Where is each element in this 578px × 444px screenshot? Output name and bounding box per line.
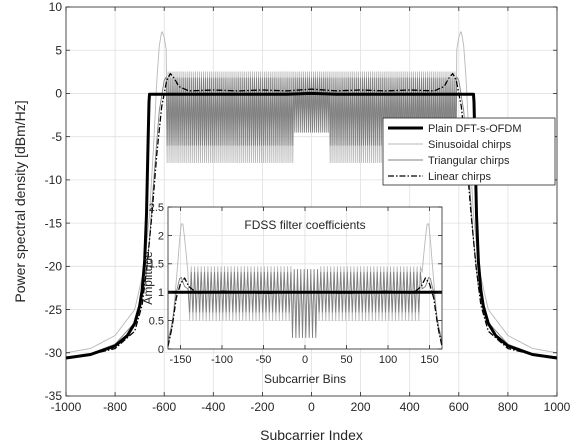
inset-title: FDSS filter coefficients [244,218,365,232]
main-x-tick-label: 1000 [544,400,571,414]
main-x-axis-title: Subcarrier Index [260,427,363,443]
main-y-tick-label: -20 [45,260,63,274]
main-y-tick-label: -25 [45,303,63,317]
main-x-tick-label: 0 [308,400,315,414]
legend: Plain DFT-s-OFDM Sinusoidal chirps Triangu… [382,117,556,186]
main-y-tick-label: -15 [45,216,63,230]
main-x-tick-label: 200 [351,400,371,414]
inset-x-tick-label: 150 [420,354,438,366]
inset-x-tick-label: -150 [169,354,191,366]
main-x-tick-label: 800 [498,400,518,414]
inset-y-tick-label: 0 [158,344,164,356]
main-x-tick-label: 600 [449,400,469,414]
inset-y-tick-label: 1.5 [149,259,164,271]
main-series-linear-chirps [65,72,558,358]
inset-x-tick-label: 100 [379,354,397,366]
inset-plot: -150 -100 -50 0 50 100 150 0 0.5 1 1.5 2 2.5 FDSS fil… [141,202,443,386]
main-y-tick-label: 10 [49,0,63,14]
main-y-tick-label: -10 [45,173,63,187]
main-x-tick-label: -600 [152,400,176,414]
inset-x-tick-label: -50 [256,354,272,366]
inset-y-tick-label: 1 [158,287,164,299]
main-x-tick-label: 400 [400,400,420,414]
main-x-tick-label: -800 [103,400,127,414]
main-y-axis-title: Power spectral density [dBm/Hz] [12,100,28,302]
main-series-plain-dft-s-ofdm [65,91,558,360]
inset-y-tick-label: 0.5 [149,315,164,327]
inset-y-tick-label: 2 [158,230,164,242]
legend-label: Triangular chirps [428,155,510,167]
legend-label: Linear chirps [428,171,491,183]
main-series-sinusoidal-chirps [65,31,558,354]
inset-y-tick-label: 2.5 [149,202,164,214]
legend-label: Sinusoidal chirps [428,139,512,151]
main-y-tick-label: 0 [55,87,62,101]
main-y-tick-label: -5 [51,130,62,144]
main-y-tick-label: 5 [55,43,62,57]
inset-series-linear-chirps [167,277,443,347]
inset-x-tick-label: 0 [302,354,308,366]
main-y-tick-label: -35 [45,389,63,403]
legend-label: Plain DFT-s-OFDM [428,123,522,135]
inset-y-axis-title: Amplitude [141,251,155,305]
main-x-tick-label: -1000 [51,400,82,414]
inset-x-tick-label: 50 [340,354,352,366]
main-x-tick-label: -400 [201,400,225,414]
main-y-tick-label: -30 [45,346,63,360]
main-x-tick-label: -200 [250,400,274,414]
inset-x-axis-title: Subcarrier Bins [264,372,346,386]
inset-x-tick-label: -100 [211,354,233,366]
